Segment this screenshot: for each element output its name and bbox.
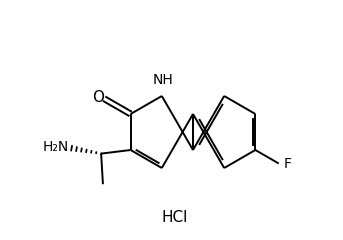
Text: NH: NH (152, 73, 173, 87)
Text: HCl: HCl (162, 210, 188, 226)
Text: O: O (92, 90, 104, 105)
Text: F: F (284, 156, 292, 170)
Text: H₂N: H₂N (43, 140, 69, 154)
